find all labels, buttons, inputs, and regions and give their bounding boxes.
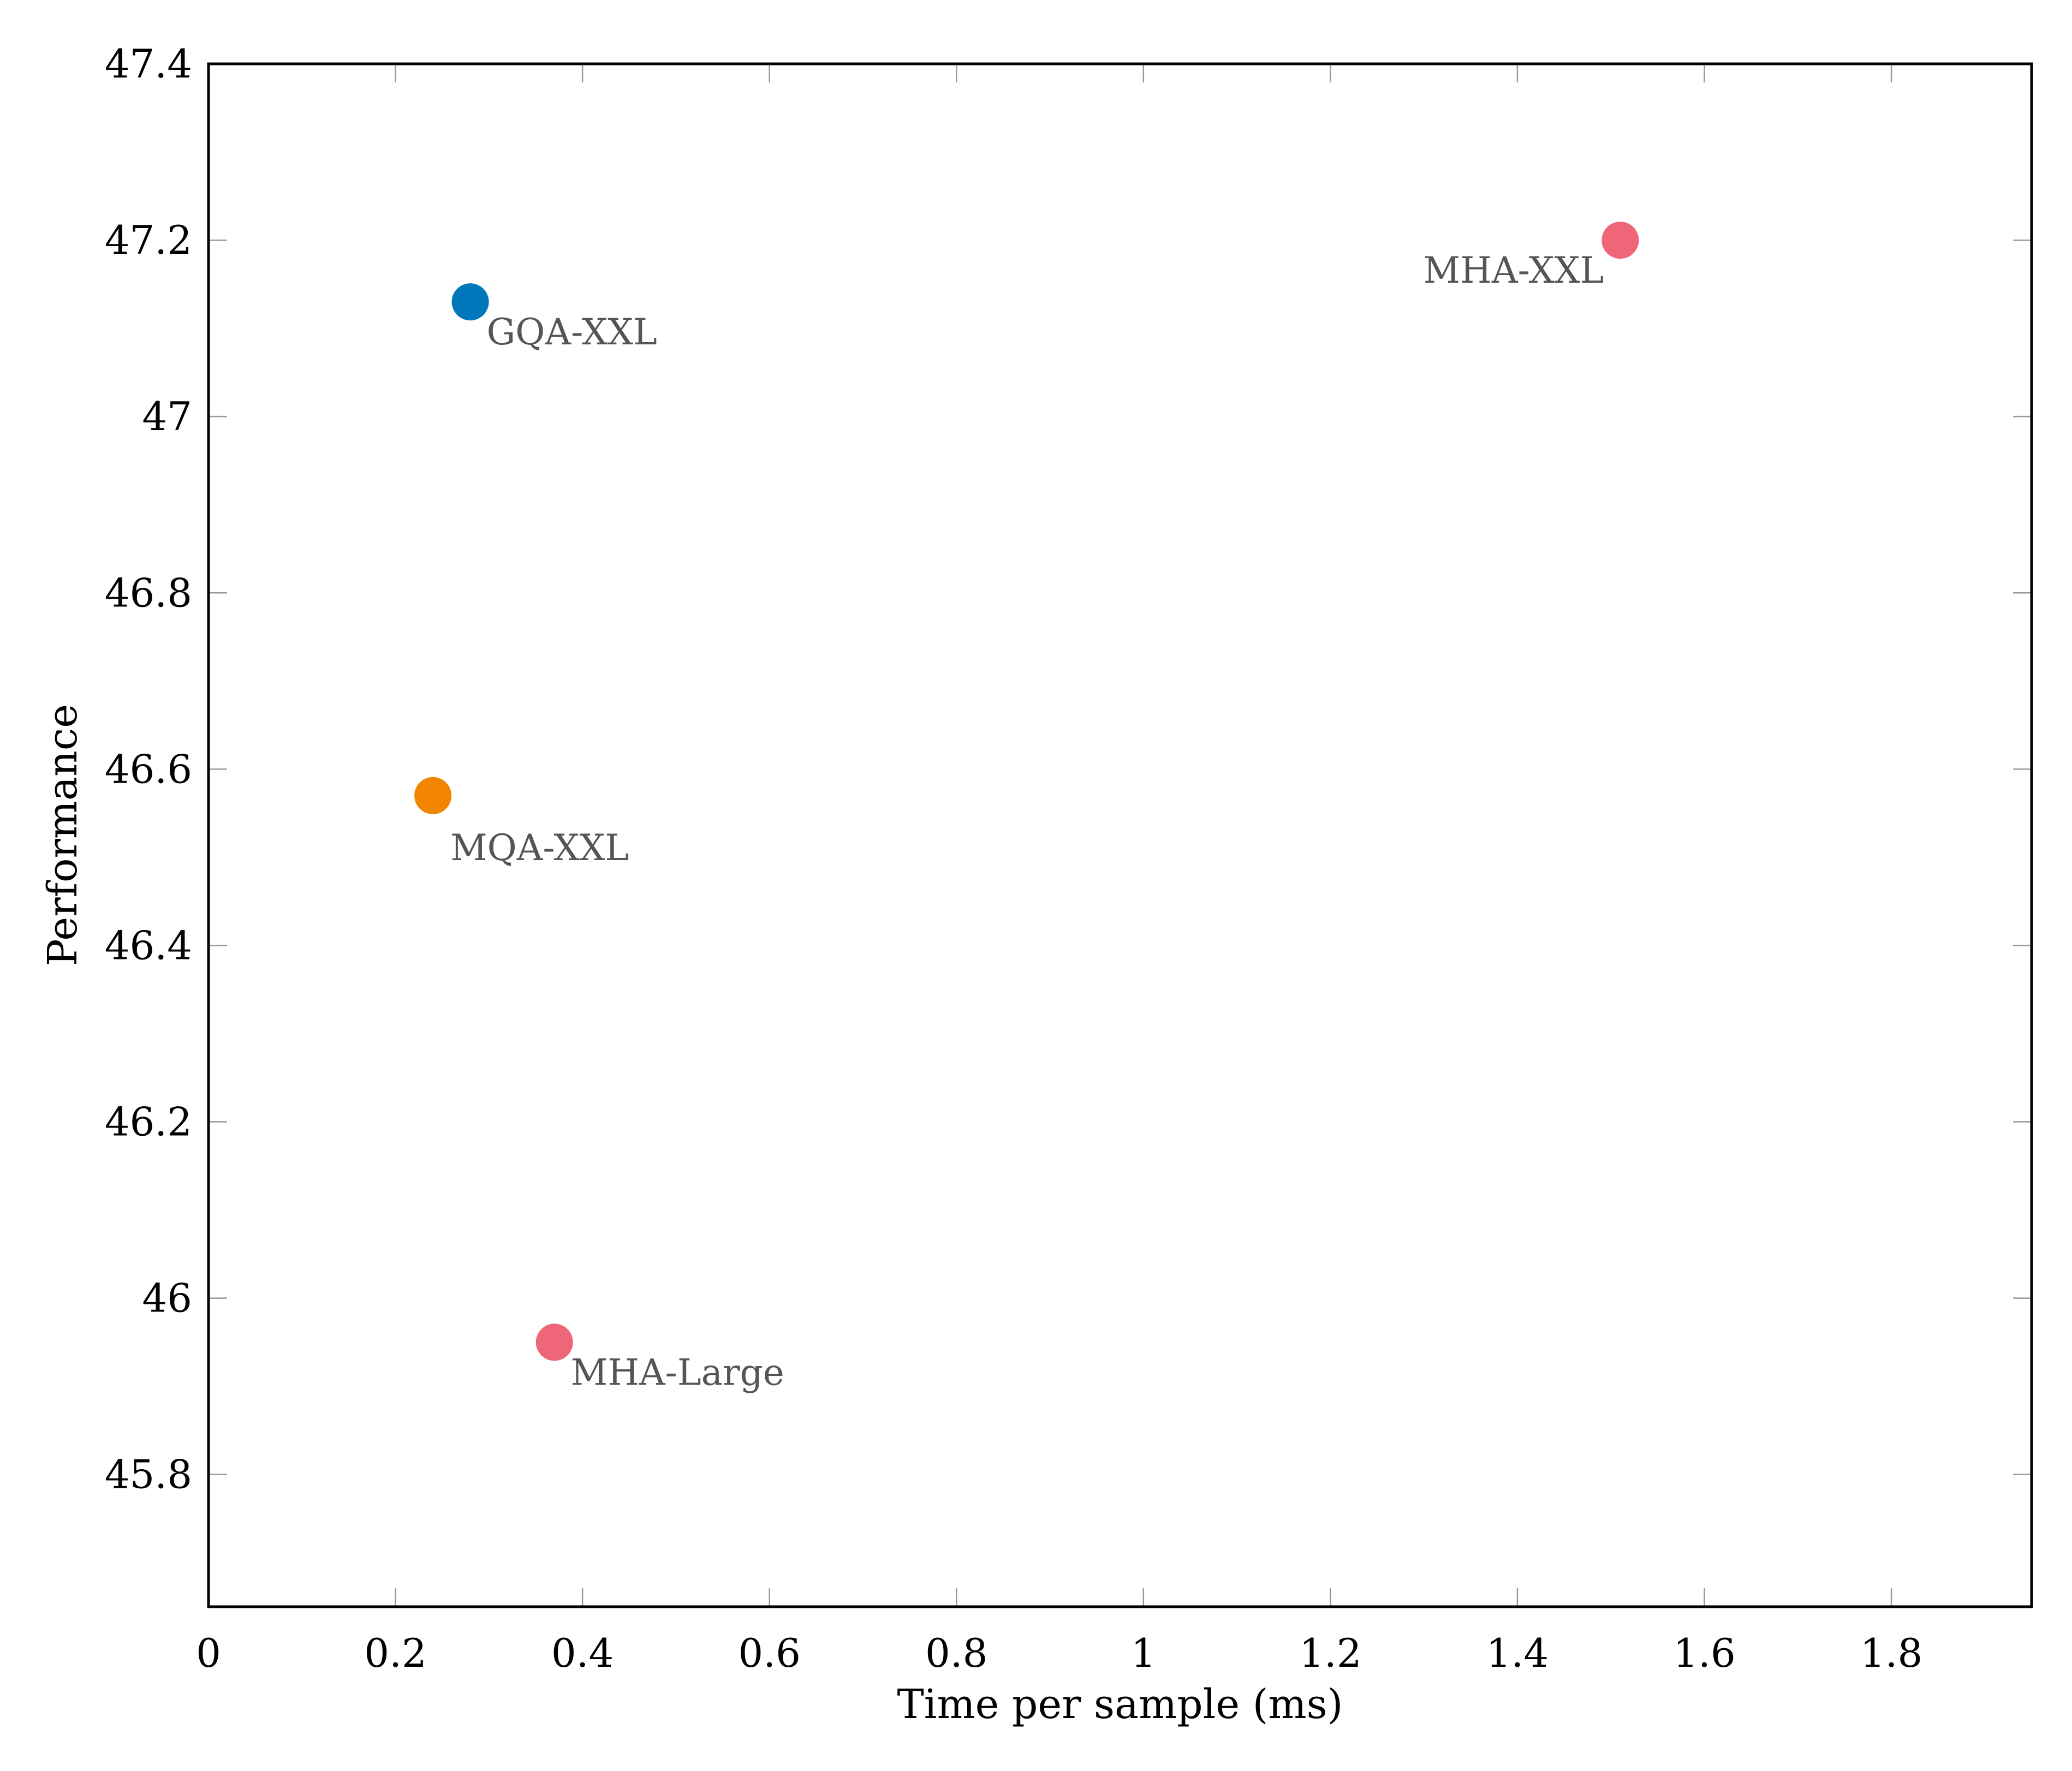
- x-tick-label: 1.2: [1299, 1630, 1362, 1676]
- y-tick-label: 46.4: [105, 922, 192, 968]
- data-point-mha-xxl: MHA-XXL: [1424, 222, 1639, 291]
- y-tick-label: 45.8: [105, 1452, 192, 1498]
- x-tick-label: 1.8: [1860, 1630, 1923, 1676]
- y-axis-title: Performance: [39, 704, 86, 966]
- data-point-gqa-xxl: GQA-XXL: [451, 283, 657, 353]
- x-tick-label: 0: [196, 1630, 221, 1676]
- plot-frame: [207, 62, 2033, 1608]
- x-tick-label: 0.6: [738, 1630, 801, 1676]
- data-points: MHA-XXL GQA-XXL MQA-XXL MHA-Large: [414, 222, 1639, 1393]
- x-tick-label: 0.2: [364, 1630, 427, 1676]
- point-marker: [1601, 222, 1639, 259]
- y-tick-label: 46.6: [105, 746, 192, 792]
- data-point-mqa-xxl: MQA-XXL: [414, 777, 629, 869]
- data-point-mha-large: MHA-Large: [535, 1323, 784, 1393]
- y-tick-label: 47.4: [105, 41, 192, 87]
- point-label: MQA-XXL: [450, 827, 629, 869]
- x-tick-label: 1.6: [1673, 1630, 1736, 1676]
- x-tick-label: 0.8: [925, 1630, 988, 1676]
- y-tick-label: 46: [142, 1275, 192, 1321]
- y-tick-label: 47: [142, 393, 192, 439]
- y-tick-labels: 45.8 46 46.2 46.4 46.6 46.8 47 47.2 47.4: [105, 41, 192, 1498]
- x-tick-label: 0.4: [551, 1630, 614, 1676]
- point-marker: [414, 777, 452, 814]
- point-label: GQA-XXL: [487, 311, 657, 353]
- point-label: MHA-XXL: [1424, 249, 1604, 291]
- y-tick-label: 46.8: [105, 570, 192, 616]
- point-marker: [451, 283, 489, 321]
- x-tick-label: 1: [1131, 1630, 1156, 1676]
- y-tick-label: 46.2: [105, 1099, 192, 1145]
- x-tick-labels: 0 0.2 0.4 0.6 0.8 1 1.2 1.4 1.6 1.8: [196, 1630, 1922, 1676]
- point-label: MHA-Large: [571, 1351, 784, 1393]
- y-tick-label: 47.2: [105, 217, 192, 263]
- x-axis-title: Time per sample (ms): [897, 1681, 1343, 1728]
- point-marker: [535, 1323, 573, 1361]
- x-tick-label: 1.4: [1486, 1630, 1549, 1676]
